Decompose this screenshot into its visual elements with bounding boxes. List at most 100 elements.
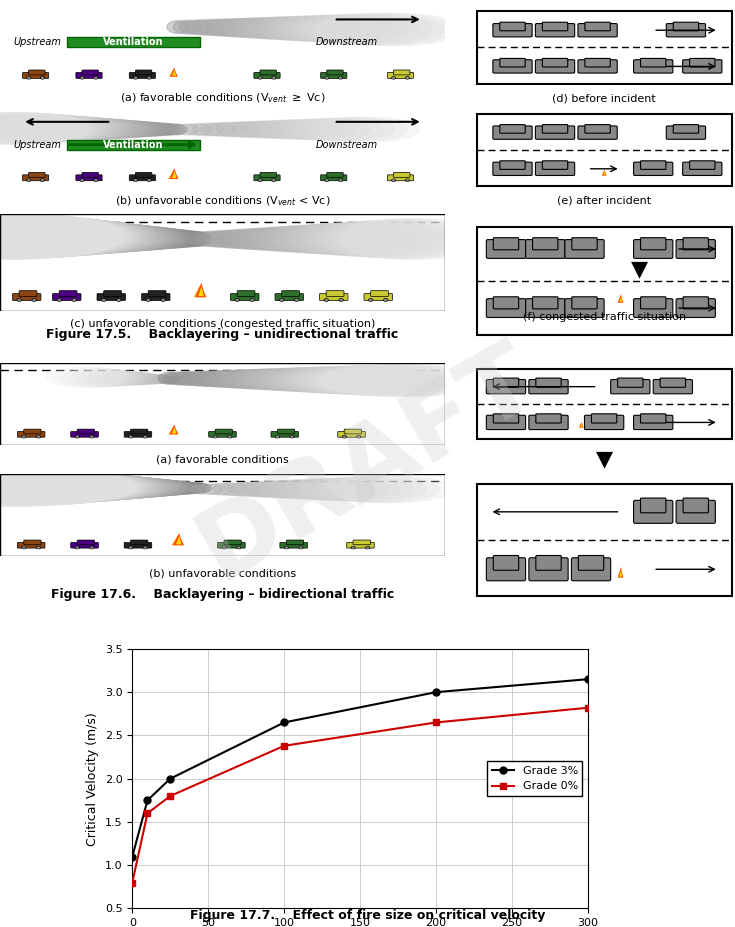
Ellipse shape bbox=[294, 119, 383, 141]
Ellipse shape bbox=[0, 469, 143, 505]
Circle shape bbox=[41, 77, 43, 79]
Ellipse shape bbox=[0, 218, 147, 256]
Circle shape bbox=[81, 180, 83, 181]
FancyBboxPatch shape bbox=[77, 429, 95, 434]
Circle shape bbox=[366, 547, 370, 549]
Ellipse shape bbox=[231, 228, 289, 249]
Circle shape bbox=[162, 298, 165, 301]
Ellipse shape bbox=[297, 366, 449, 395]
Circle shape bbox=[129, 437, 132, 438]
Ellipse shape bbox=[324, 220, 462, 258]
Circle shape bbox=[90, 547, 93, 548]
Ellipse shape bbox=[255, 121, 321, 139]
Ellipse shape bbox=[285, 15, 409, 43]
Ellipse shape bbox=[26, 222, 165, 253]
Ellipse shape bbox=[60, 476, 180, 499]
Ellipse shape bbox=[210, 230, 250, 248]
Text: Ventilation: Ventilation bbox=[103, 37, 164, 47]
FancyBboxPatch shape bbox=[535, 59, 575, 73]
FancyBboxPatch shape bbox=[676, 239, 715, 259]
Line: Grade 3%: Grade 3% bbox=[129, 676, 592, 860]
FancyBboxPatch shape bbox=[260, 172, 276, 177]
Text: (a) favorable conditions (V$_{vent}$ $\geq$ Vc): (a) favorable conditions (V$_{vent}$ $\g… bbox=[120, 92, 325, 106]
Circle shape bbox=[251, 298, 254, 301]
FancyBboxPatch shape bbox=[689, 160, 715, 170]
Circle shape bbox=[352, 547, 354, 548]
Ellipse shape bbox=[228, 482, 273, 496]
Ellipse shape bbox=[160, 124, 184, 134]
FancyBboxPatch shape bbox=[97, 294, 126, 300]
Circle shape bbox=[94, 179, 98, 181]
Circle shape bbox=[343, 437, 345, 438]
Circle shape bbox=[37, 436, 40, 438]
Ellipse shape bbox=[204, 231, 240, 248]
Ellipse shape bbox=[173, 231, 207, 247]
Ellipse shape bbox=[0, 470, 149, 504]
Circle shape bbox=[58, 299, 60, 300]
Ellipse shape bbox=[0, 116, 117, 142]
Ellipse shape bbox=[185, 19, 224, 35]
FancyBboxPatch shape bbox=[660, 378, 686, 387]
Ellipse shape bbox=[272, 224, 365, 253]
Circle shape bbox=[81, 77, 83, 79]
Ellipse shape bbox=[278, 119, 358, 140]
Grade 3% bbox=[584, 674, 592, 685]
Ellipse shape bbox=[128, 374, 163, 385]
Polygon shape bbox=[617, 568, 623, 578]
Ellipse shape bbox=[220, 229, 269, 248]
Circle shape bbox=[290, 436, 294, 438]
Ellipse shape bbox=[15, 117, 127, 141]
Polygon shape bbox=[620, 569, 622, 577]
FancyBboxPatch shape bbox=[676, 298, 715, 317]
Circle shape bbox=[76, 437, 79, 438]
Ellipse shape bbox=[118, 121, 167, 136]
Ellipse shape bbox=[75, 120, 150, 138]
Ellipse shape bbox=[253, 368, 363, 391]
Circle shape bbox=[148, 180, 150, 181]
Circle shape bbox=[37, 437, 40, 438]
Ellipse shape bbox=[0, 115, 110, 143]
Ellipse shape bbox=[264, 480, 337, 499]
Ellipse shape bbox=[192, 19, 235, 35]
Ellipse shape bbox=[241, 227, 308, 250]
Circle shape bbox=[384, 299, 387, 300]
FancyBboxPatch shape bbox=[493, 23, 532, 37]
Bar bbox=[476, 369, 732, 438]
FancyBboxPatch shape bbox=[218, 542, 245, 548]
FancyBboxPatch shape bbox=[135, 70, 152, 75]
Circle shape bbox=[37, 547, 40, 548]
Circle shape bbox=[74, 299, 75, 300]
Ellipse shape bbox=[208, 370, 277, 388]
Ellipse shape bbox=[298, 14, 432, 44]
FancyBboxPatch shape bbox=[536, 378, 562, 387]
Circle shape bbox=[273, 180, 275, 181]
Ellipse shape bbox=[0, 474, 165, 502]
Ellipse shape bbox=[0, 112, 90, 145]
Text: Downstream: Downstream bbox=[316, 37, 379, 47]
Ellipse shape bbox=[24, 117, 130, 140]
FancyBboxPatch shape bbox=[338, 431, 365, 438]
Ellipse shape bbox=[28, 476, 173, 500]
FancyBboxPatch shape bbox=[370, 291, 389, 297]
Ellipse shape bbox=[0, 213, 125, 260]
FancyBboxPatch shape bbox=[634, 59, 673, 73]
FancyBboxPatch shape bbox=[683, 162, 722, 175]
Ellipse shape bbox=[215, 230, 259, 248]
Ellipse shape bbox=[267, 225, 356, 253]
Ellipse shape bbox=[0, 219, 149, 256]
FancyBboxPatch shape bbox=[500, 160, 526, 170]
Ellipse shape bbox=[152, 375, 174, 384]
FancyBboxPatch shape bbox=[565, 239, 604, 259]
FancyBboxPatch shape bbox=[124, 431, 151, 438]
FancyBboxPatch shape bbox=[689, 58, 715, 67]
Ellipse shape bbox=[277, 224, 376, 254]
Ellipse shape bbox=[225, 369, 309, 389]
Circle shape bbox=[90, 547, 93, 549]
FancyBboxPatch shape bbox=[493, 555, 519, 570]
Ellipse shape bbox=[210, 19, 270, 37]
Ellipse shape bbox=[0, 219, 151, 255]
Ellipse shape bbox=[200, 123, 236, 136]
FancyBboxPatch shape bbox=[393, 172, 410, 177]
Ellipse shape bbox=[267, 16, 374, 42]
FancyBboxPatch shape bbox=[24, 540, 41, 545]
